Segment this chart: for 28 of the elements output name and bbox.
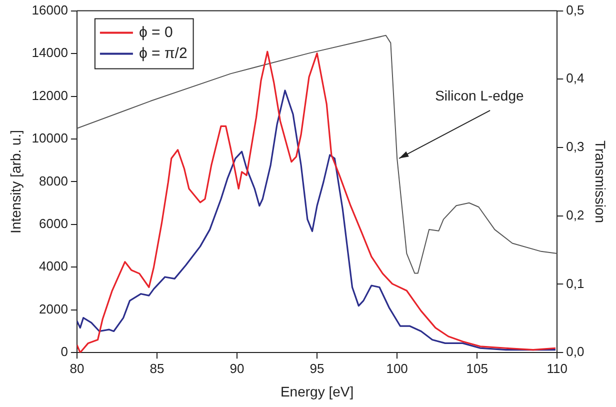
y-tick-label: 14000 [32,45,68,60]
x-axis-title: Energy [eV] [280,383,354,400]
y-tick-label: 10000 [32,130,68,146]
x-tick-label: 100 [386,360,408,376]
y-tick-label: 2000 [39,301,68,316]
x-tick-label: 80 [70,360,84,376]
legend-label: ϕ = 0 [138,24,173,41]
y-tick-label: 0 [60,344,68,360]
y2-tick-label: 0,5 [566,2,584,18]
y2-tick-label: 0,3 [566,139,584,154]
y-tick-label: 6000 [39,216,68,232]
x-tick-label: 110 [546,360,568,376]
x-tick-label: 90 [230,360,244,376]
y-axis-title: Intensity [arb. u.] [7,130,24,234]
annotation: Silicon L-edge [435,87,524,104]
y-tick-label: 12000 [32,88,68,103]
y2-axis-title: Transmission [592,140,609,224]
y2-tick-label: 0,4 [566,70,584,86]
legend-label: ϕ = π/2 [138,44,188,62]
x-tick-label: 85 [150,360,164,376]
y-tick-label: 4000 [39,258,68,274]
x-tick-label: 95 [310,360,324,376]
y2-tick-label: 0,1 [566,276,584,291]
y-tick-label: 8000 [39,173,68,188]
x-tick-label: 105 [466,360,488,376]
y-tick-label: 16000 [32,2,68,18]
y2-tick-label: 0,0 [566,344,584,360]
y2-tick-label: 0,2 [566,207,584,222]
